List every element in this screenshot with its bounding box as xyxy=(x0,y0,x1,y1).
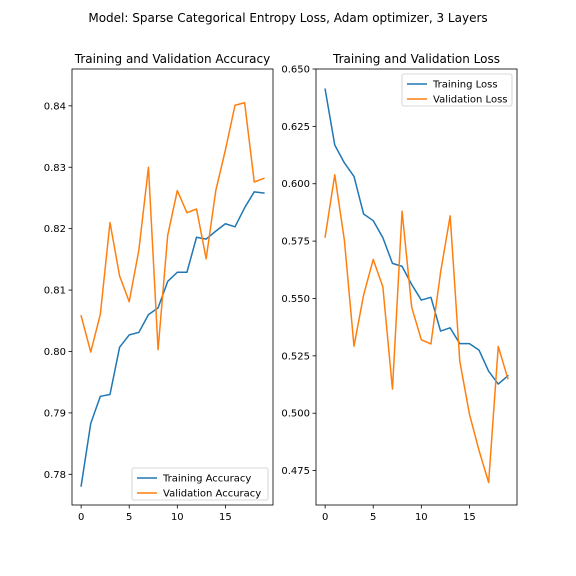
loss-y-tick-label: 0.500 xyxy=(281,409,310,420)
loss-y-tick-label: 0.625 xyxy=(281,122,310,133)
accuracy-y-tick-label: 0.78 xyxy=(44,470,66,481)
loss-series-line-training-loss xyxy=(324,88,509,385)
loss-y-tick-label: 0.475 xyxy=(281,466,310,477)
loss-legend: Training Loss Validation Loss xyxy=(401,73,513,107)
loss-legend-label: Training Loss xyxy=(432,80,498,91)
loss-y-tick-label: 0.600 xyxy=(281,179,310,190)
accuracy-axes-frame xyxy=(71,68,274,506)
loss-chart: Training and Validation Loss 0 5 10 15 0.475 0… xyxy=(281,52,518,523)
accuracy-y-tick-label: 0.79 xyxy=(44,408,66,419)
loss-legend-box xyxy=(401,73,513,107)
accuracy-y-tick-label: 0.82 xyxy=(44,224,66,235)
loss-series-line-validation-loss xyxy=(324,174,509,484)
loss-chart-title: Training and Validation Loss xyxy=(332,52,500,66)
loss-x-tick-label: 10 xyxy=(415,512,428,523)
loss-y-tick-label: 0.650 xyxy=(281,65,310,76)
accuracy-chart: Training and Validation Accuracy 0 5 10 15 0.… xyxy=(44,52,274,523)
accuracy-y-tick-label: 0.80 xyxy=(44,347,66,358)
loss-x-tick-label: 5 xyxy=(370,512,376,523)
accuracy-x-tick-label: 10 xyxy=(171,512,184,523)
loss-legend-label: Validation Loss xyxy=(433,95,508,106)
accuracy-plot-area xyxy=(72,69,273,505)
loss-x-tick-label: 0 xyxy=(322,512,328,523)
loss-x-tick-label: 15 xyxy=(463,512,476,523)
loss-y-tick-label: 0.525 xyxy=(281,351,310,362)
accuracy-x-tick-label: 0 xyxy=(78,512,84,523)
figure-suptitle: Model: Sparse Categorical Entropy Loss, … xyxy=(88,11,487,25)
accuracy-y-tick-label: 0.84 xyxy=(44,101,66,112)
accuracy-y-tick-label: 0.81 xyxy=(44,286,66,297)
accuracy-legend-label: Training Accuracy xyxy=(162,474,251,485)
accuracy-legend: Training Accuracy Validation Accuracy xyxy=(131,467,269,501)
accuracy-x-tick-label: 15 xyxy=(219,512,232,523)
loss-y-tick-label: 0.575 xyxy=(281,237,310,248)
accuracy-chart-title: Training and Validation Accuracy xyxy=(74,52,270,66)
loss-y-tick-label: 0.550 xyxy=(281,294,310,305)
accuracy-series-line-validation-accuracy xyxy=(80,102,265,353)
loss-plot-area xyxy=(316,69,517,505)
accuracy-x-tick-label: 5 xyxy=(126,512,132,523)
accuracy-series-line-training-accuracy xyxy=(80,191,265,487)
accuracy-y-tick-label: 0.83 xyxy=(44,163,66,174)
accuracy-legend-label: Validation Accuracy xyxy=(163,489,261,500)
accuracy-legend-box xyxy=(131,467,269,501)
loss-axes-frame xyxy=(315,68,518,506)
